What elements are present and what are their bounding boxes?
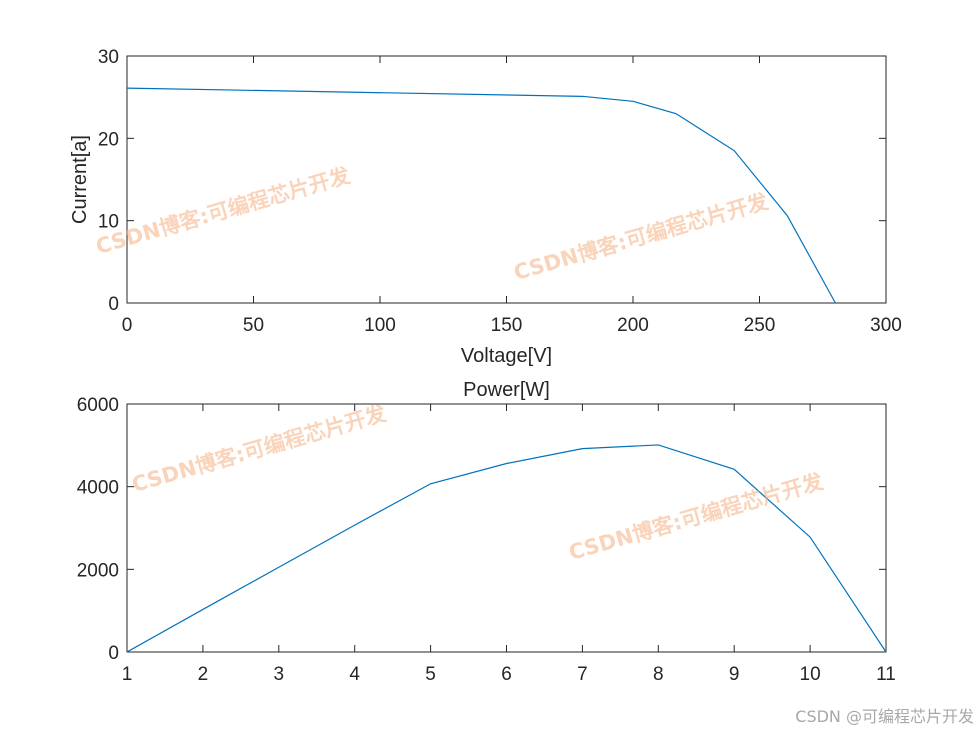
chart-1-x-tick-label: 0 <box>122 315 133 336</box>
chart-2-title: Power[W] <box>463 379 550 401</box>
chart-2-x-tick-label: 9 <box>729 664 740 685</box>
chart-2-y-tick-label: 2000 <box>77 560 119 581</box>
chart-2-x-tick-label: 3 <box>274 664 285 685</box>
chart-1-y-tick-label: 20 <box>98 129 119 150</box>
chart-2-x-tick-label: 6 <box>501 664 512 685</box>
chart-2-y-tick-label: 4000 <box>77 478 119 499</box>
corner-watermark: CSDN @可编程芯片开发 <box>795 707 974 726</box>
chart-1-y-axis-label: Current[a] <box>69 135 91 224</box>
chart-2: 1 2 3 4 5 6 7 8 9 10 11 0 2000 4000 6000 Power[W] <box>77 379 896 685</box>
chart-2-x-tick-label: 11 <box>876 664 896 685</box>
chart-2-axes-box <box>126 403 887 653</box>
chart-1-x-tick-label: 100 <box>364 315 396 336</box>
chart-1-x-tick-label: 150 <box>491 315 523 336</box>
chart-2-x-tick-label: 8 <box>653 664 664 685</box>
chart-1-x-tick-label: 300 <box>870 315 902 336</box>
chart-1-y-tick-label: 30 <box>98 47 119 68</box>
chart-2-series-line-1 <box>126 444 887 653</box>
chart-1-x-tick-label: 250 <box>744 315 776 336</box>
chart-2-x-tick-label: 4 <box>349 664 360 685</box>
chart-2-y-tick-label: 6000 <box>77 395 119 416</box>
chart-1-series-line-1 <box>126 87 836 304</box>
chart-1-y-tick-label: 0 <box>108 294 119 315</box>
chart-2-x-tick-label: 1 <box>122 664 133 685</box>
chart-2-x-tick-label: 5 <box>425 664 436 685</box>
chart-2-x-tick-label: 10 <box>800 664 821 685</box>
chart-2-x-tick-label: 2 <box>198 664 209 685</box>
chart-1: 0 50 100 150 200 250 300 0 10 20 30 Voltage[V] Curre… <box>69 47 902 367</box>
chart-1-x-axis-label: Voltage[V] <box>461 345 552 367</box>
chart-2-x-tick-label: 7 <box>577 664 588 685</box>
chart-1-x-tick-label: 200 <box>617 315 649 336</box>
chart-1-axes-box <box>126 55 887 304</box>
chart-2-y-tick-label: 0 <box>108 643 119 664</box>
chart-1-x-tick-label: 50 <box>243 315 264 336</box>
chart-1-y-tick-label: 10 <box>98 212 119 233</box>
